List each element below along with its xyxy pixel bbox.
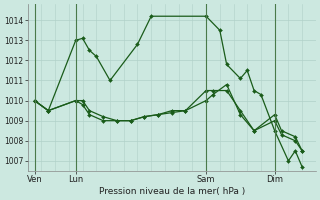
X-axis label: Pression niveau de la mer( hPa ): Pression niveau de la mer( hPa ) [99,187,245,196]
